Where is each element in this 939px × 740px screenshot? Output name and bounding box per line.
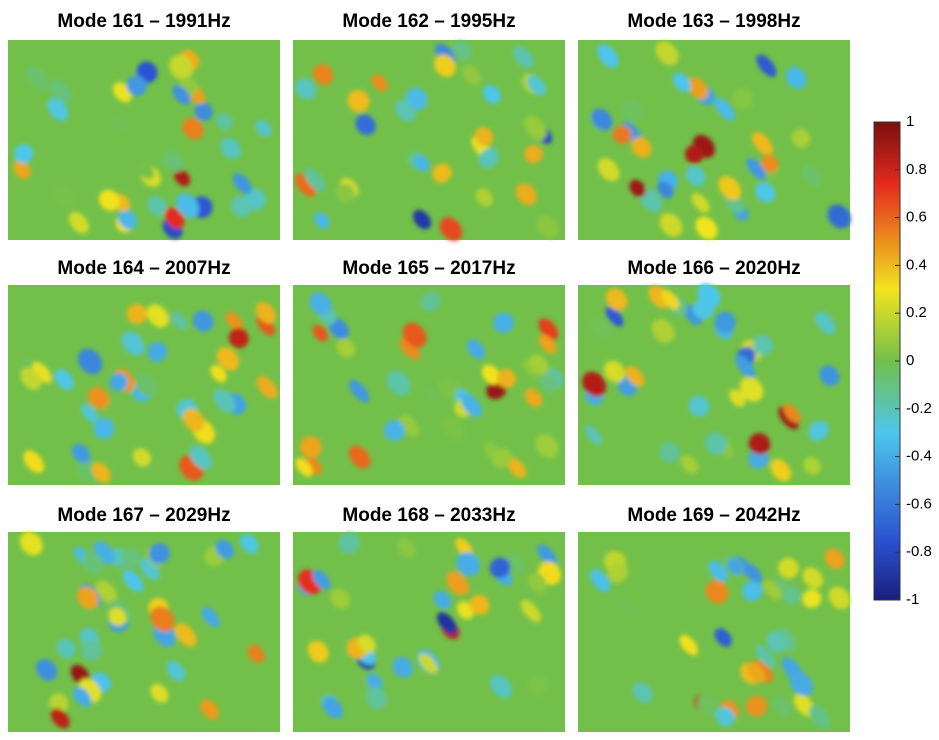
colorbar-tick-label: -0.4 — [906, 448, 932, 465]
plate — [293, 40, 565, 240]
panel-title: Mode 164 – 2007Hz — [57, 258, 230, 279]
panel-title: Mode 163 – 1998Hz — [627, 11, 800, 32]
panel-title: Mode 168 – 2033Hz — [342, 505, 515, 526]
mode-plot — [8, 40, 280, 243]
panel-title: Mode 165 – 2017Hz — [342, 258, 515, 279]
panel-title: Mode 166 – 2020Hz — [627, 258, 800, 279]
colorbar-tick-label: 0.8 — [906, 161, 927, 178]
mode-plot — [578, 37, 856, 244]
colorbar-tick-label: -0.6 — [906, 495, 932, 512]
mode-plot — [577, 279, 850, 485]
mode-plot — [291, 37, 565, 246]
panel-title: Mode 167 – 2029Hz — [57, 505, 230, 526]
colorbar-tick-label: -1 — [906, 591, 919, 608]
panel-title: Mode 169 – 2042Hz — [627, 505, 800, 526]
mode-plot — [578, 532, 855, 732]
mode-plot — [292, 285, 568, 485]
panel-title: Mode 162 – 1995Hz — [342, 11, 515, 32]
mode-plot — [293, 528, 566, 732]
colorbar-tick-label: 0 — [906, 352, 914, 369]
colorbar-tick-label: 0.4 — [906, 256, 927, 273]
mode-plot — [8, 527, 280, 732]
colorbar-tick-label: 0.6 — [906, 209, 927, 226]
panel-title: Mode 161 – 1991Hz — [57, 11, 230, 32]
colorbar-tick-label: 0.2 — [906, 304, 927, 321]
colorbar-tick-label: -0.8 — [906, 543, 932, 560]
colorbar-tick-label: 1 — [906, 113, 914, 130]
colorbar-tick-label: -0.2 — [906, 400, 932, 417]
figure: Mode 161 – 1991Hz Mode 162 – 1995Hz Mode 1… — [0, 0, 939, 740]
mode-plot — [8, 285, 281, 488]
